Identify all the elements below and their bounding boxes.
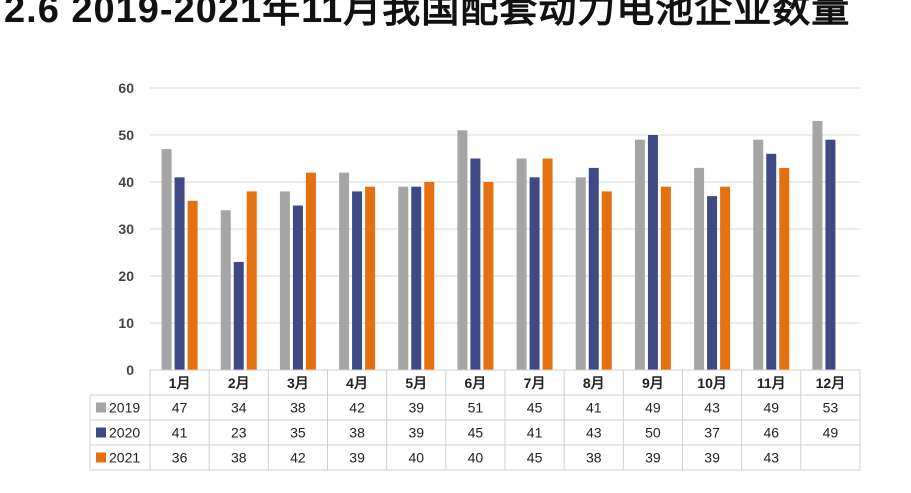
bar-2019-12月 xyxy=(812,120,823,371)
data-label-2020-4月: 38 xyxy=(349,425,365,441)
data-label-2020-7月: 41 xyxy=(527,425,543,441)
y-tick-label: 60 xyxy=(118,80,134,96)
bar-2019-7月 xyxy=(516,158,527,370)
x-category-label: 12月 xyxy=(816,375,846,391)
data-label-2020-9月: 50 xyxy=(645,425,661,441)
bar-2021-2月 xyxy=(246,191,257,370)
bar-2019-9月 xyxy=(634,139,645,370)
bar-2021-9月 xyxy=(660,186,671,370)
legend-label-2020: 2020 xyxy=(109,425,140,441)
data-label-2020-10月: 37 xyxy=(704,425,720,441)
data-label-2020-5月: 39 xyxy=(408,425,424,441)
bar-2021-8月 xyxy=(601,191,612,370)
data-label-2021-2月: 38 xyxy=(231,450,247,466)
x-category-label: 5月 xyxy=(405,375,427,391)
data-label-2020-1月: 41 xyxy=(172,425,188,441)
data-label-2019-12月: 53 xyxy=(823,400,839,416)
x-category-label: 9月 xyxy=(642,375,664,391)
x-category-label: 7月 xyxy=(524,375,546,391)
data-label-2020-6月: 45 xyxy=(468,425,484,441)
data-label-2019-8月: 41 xyxy=(586,400,602,416)
bar-2020-2月 xyxy=(233,261,244,370)
bar-2020-8月 xyxy=(588,167,599,370)
x-category-label: 4月 xyxy=(346,375,368,391)
bar-2019-10月 xyxy=(694,167,705,370)
data-label-2021-7月: 45 xyxy=(527,450,543,466)
data-label-2020-12月: 49 xyxy=(823,425,839,441)
x-category-label: 2月 xyxy=(228,375,250,391)
legend-swatch-2020 xyxy=(96,427,106,438)
y-tick-label: 30 xyxy=(118,221,134,237)
bar-2021-6月 xyxy=(483,182,494,370)
data-label-2019-10月: 43 xyxy=(704,400,720,416)
x-category-label: 8月 xyxy=(583,375,605,391)
y-tick-label: 40 xyxy=(118,174,134,190)
bar-2020-1月 xyxy=(174,177,185,370)
legend-swatch-2021 xyxy=(96,452,106,463)
bar-2021-5月 xyxy=(424,182,435,370)
y-tick-label: 0 xyxy=(126,362,134,378)
data-label-2019-3月: 38 xyxy=(290,400,306,416)
data-label-2020-11月: 46 xyxy=(763,425,779,441)
bar-2020-10月 xyxy=(707,196,718,370)
data-label-2021-11月: 43 xyxy=(763,450,779,466)
x-category-label: 11月 xyxy=(757,375,786,391)
data-label-2019-4月: 42 xyxy=(349,400,365,416)
bar-2021-10月 xyxy=(720,186,731,370)
chart-title: 2.6 2019-2021年11月我国配套动力电池企业数量 xyxy=(4,0,851,31)
y-tick-label: 20 xyxy=(118,268,134,284)
bar-2021-1月 xyxy=(187,200,198,370)
data-label-2021-9月: 39 xyxy=(645,450,661,466)
data-label-2021-4月: 39 xyxy=(349,450,365,466)
data-label-2021-3月: 42 xyxy=(290,450,306,466)
x-category-label: 3月 xyxy=(287,375,309,391)
bar-2020-7月 xyxy=(529,177,540,370)
bar-2019-3月 xyxy=(279,191,290,370)
data-label-2019-9月: 49 xyxy=(645,400,661,416)
data-label-2021-5月: 40 xyxy=(408,450,424,466)
data-label-2020-2月: 23 xyxy=(231,425,247,441)
data-label-2020-8月: 43 xyxy=(586,425,602,441)
bar-2019-1月 xyxy=(161,149,172,370)
bar-2020-5月 xyxy=(411,186,422,370)
data-label-2019-2月: 34 xyxy=(231,400,247,416)
x-category-label: 6月 xyxy=(465,375,487,391)
data-label-2020-3月: 35 xyxy=(290,425,306,441)
bar-2021-3月 xyxy=(305,172,316,370)
bar-2020-6月 xyxy=(470,158,481,370)
bar-2021-11月 xyxy=(779,167,790,370)
bar-2019-6月 xyxy=(457,130,468,370)
bar-2019-11月 xyxy=(753,139,764,370)
data-label-2021-10月: 39 xyxy=(704,450,720,466)
data-label-2019-5月: 39 xyxy=(408,400,424,416)
data-label-2019-7月: 45 xyxy=(527,400,543,416)
bar-2019-5月 xyxy=(398,186,409,370)
bar-2020-12月 xyxy=(825,139,836,370)
data-label-2019-6月: 51 xyxy=(468,400,484,416)
y-tick-label: 50 xyxy=(118,127,134,143)
bar-2020-4月 xyxy=(352,191,363,370)
data-label-2021-1月: 36 xyxy=(172,450,188,466)
y-tick-label: 10 xyxy=(118,315,134,331)
bar-2019-2月 xyxy=(220,210,231,370)
x-category-label: 10月 xyxy=(697,375,727,391)
legend-label-2019: 2019 xyxy=(109,400,140,416)
x-category-label: 1月 xyxy=(169,375,191,391)
data-label-2021-8月: 38 xyxy=(586,450,602,466)
bar-2021-4月 xyxy=(365,186,376,370)
bar-2021-7月 xyxy=(542,158,553,370)
bar-2019-4月 xyxy=(339,172,350,370)
bar-2020-9月 xyxy=(647,135,658,370)
bar-2020-3月 xyxy=(292,205,303,370)
data-label-2019-11月: 49 xyxy=(763,400,779,416)
legend-swatch-2019 xyxy=(96,402,106,413)
bar-2019-8月 xyxy=(575,177,586,370)
data-label-2019-1月: 47 xyxy=(172,400,188,416)
legend-label-2021: 2021 xyxy=(109,450,140,466)
bar-2020-11月 xyxy=(766,153,777,370)
data-label-2021-6月: 40 xyxy=(468,450,484,466)
